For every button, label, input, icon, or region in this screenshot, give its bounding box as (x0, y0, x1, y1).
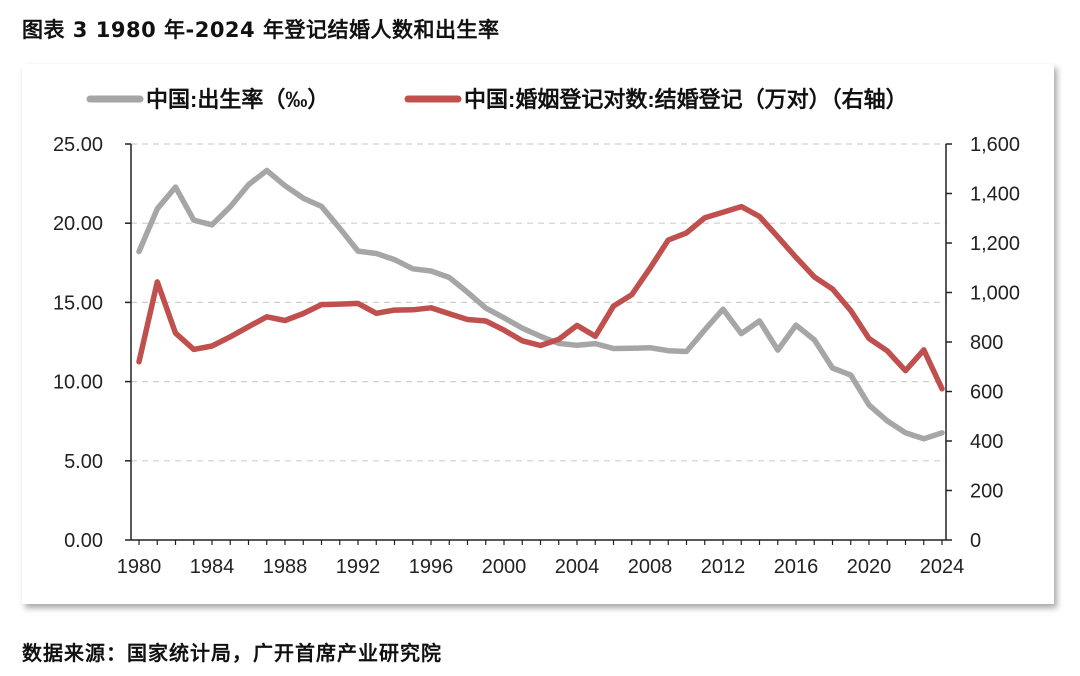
x-tick-label: 2016 (774, 556, 819, 578)
x-tick-label: 1984 (190, 556, 235, 578)
x-tick-label: 1996 (409, 556, 454, 578)
y-right-tick-label: 1,200 (970, 233, 1020, 255)
x-tick-label: 2012 (701, 556, 746, 578)
y-left-tick-label: 10.00 (53, 372, 103, 394)
line-chart: 0.00 5.00 10.00 15.00 20.00 25.00 0 200 400 600 80… (53, 87, 1020, 578)
y-left-tick-label: 5.00 (64, 451, 103, 473)
x-tick-label: 1980 (117, 556, 162, 578)
x-tick-label: 2000 (482, 556, 527, 578)
y-right-tick-label: 800 (970, 332, 1003, 354)
legend-label-2: 中国:婚姻登记对数:结婚登记（万对）（右轴） (464, 87, 908, 112)
chart-container: 0.00 5.00 10.00 15.00 20.00 25.00 0 200 400 600 80… (22, 64, 1054, 604)
x-tick-label: 2020 (847, 556, 892, 578)
y-left-tick-label: 25.00 (53, 134, 103, 156)
x-tick-label: 2008 (628, 556, 673, 578)
y-right-tick-label: 200 (970, 481, 1003, 503)
y-right-tick-label: 0 (970, 530, 981, 552)
x-tick-label: 1988 (263, 556, 308, 578)
y-left-tick-label: 0.00 (64, 530, 103, 552)
y-right-tick-label: 600 (970, 382, 1003, 404)
figure-title: 图表 3 1980 年-2024 年登记结婚人数和出生率 (22, 18, 500, 42)
y-left-tick-label: 20.00 (53, 213, 103, 235)
y-right-tick-label: 1,600 (970, 134, 1020, 156)
y-left-tick-label: 15.00 (53, 292, 103, 314)
y-right-tick-label: 1,000 (970, 283, 1020, 305)
source-note: 数据来源：国家统计局，广开首席产业研究院 (22, 641, 442, 665)
y-right-tick-label: 400 (970, 431, 1003, 453)
series-line-1 (136, 167, 945, 442)
x-tick-label: 1992 (336, 556, 381, 578)
series-line-2 (136, 203, 945, 392)
x-tick-label: 2024 (920, 556, 965, 578)
legend-label-1: 中国:出生率（‰） (146, 87, 329, 112)
x-tick-label: 2004 (555, 556, 600, 578)
y-right-tick-label: 1,400 (970, 184, 1020, 206)
